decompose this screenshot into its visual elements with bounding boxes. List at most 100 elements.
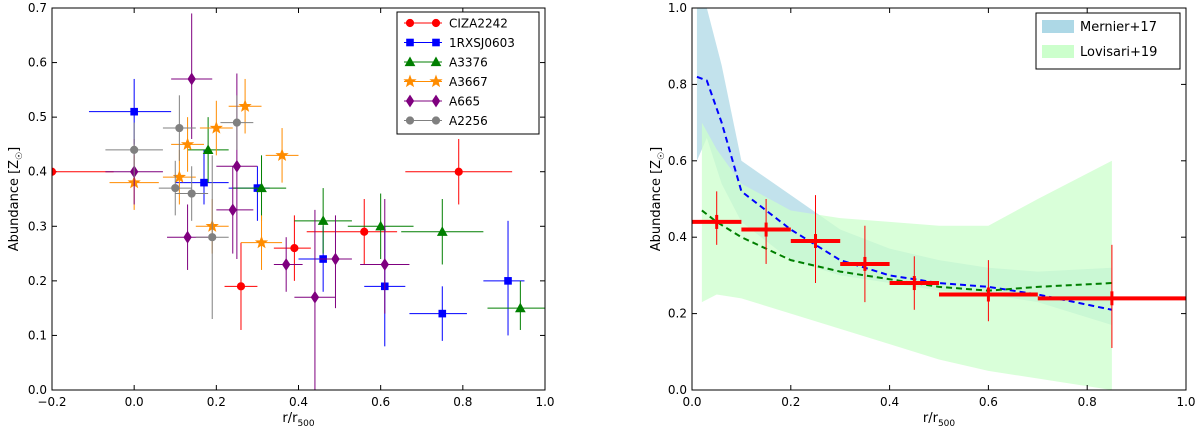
marker-triangle	[375, 220, 387, 231]
series-a665	[105, 13, 410, 390]
left-xtick-label: −0.2	[37, 395, 66, 409]
legend-label: Mernier+17	[1080, 20, 1157, 35]
left-ytick-label: 0.5	[28, 110, 47, 124]
right-ytick-label: 0.8	[668, 77, 687, 91]
left-y-ticks: 0.0 0.1 0.2 0.3 0.4 0.5 0.6 0.7	[28, 1, 545, 397]
left-ytick-label: 0.1	[28, 328, 47, 342]
point-ciza2242	[405, 138, 513, 205]
point-a665	[273, 237, 303, 292]
marker-circle	[175, 123, 184, 133]
right-panel: 0.0 0.2 0.4 0.6 0.8 1.0 0.0 0.2 0.4 0.6 0.8 1.0 r/…	[649, 1, 1196, 429]
marker-circle	[232, 118, 241, 127]
legend-entry-a3667: A3667	[403, 74, 488, 89]
point-a665	[319, 215, 352, 309]
binned-point	[1037, 244, 1186, 348]
legend-marker	[431, 94, 441, 108]
left-legend: CIZA2242 1RXSJ0603 A3376 A3667 A665 A2256	[396, 11, 540, 135]
marker-diamond	[380, 258, 389, 271]
marker-star	[238, 99, 252, 112]
marker-square	[438, 309, 447, 318]
point-a3667	[265, 128, 299, 183]
binned-point	[741, 199, 791, 264]
marker-triangle	[256, 182, 267, 193]
point-ciza2242	[273, 215, 311, 281]
marker-square	[200, 178, 208, 187]
point-a3376	[487, 280, 545, 330]
binned-point	[889, 256, 939, 310]
marker-circle	[187, 189, 196, 198]
point-a665	[216, 166, 254, 254]
marker-diamond	[310, 290, 320, 304]
marker-circle	[360, 227, 369, 236]
binned-point	[939, 260, 1038, 322]
point-a3667	[199, 100, 233, 156]
left-xtick-label: 0.6	[371, 395, 390, 409]
right-xtick-label: 0.8	[1078, 395, 1097, 409]
marker-diamond	[232, 159, 242, 173]
legend-swatch	[1042, 20, 1074, 33]
point-a2256	[220, 95, 254, 150]
legend-label: A3376	[449, 56, 488, 70]
right-xtick-label: 1.0	[1176, 395, 1195, 409]
point-a3376	[401, 199, 484, 265]
point-a2256	[195, 155, 229, 320]
left-xtick-label: 0.8	[453, 395, 472, 409]
point-1rxsj0603	[409, 286, 467, 341]
right-ytick-label: 0.2	[668, 307, 687, 321]
legend-marker	[429, 74, 443, 88]
marker-circle	[208, 233, 217, 242]
right-xtick-label: 0.0	[682, 395, 701, 409]
legend-label: A3667	[449, 75, 488, 89]
binned-point	[790, 195, 841, 284]
marker-circle	[454, 167, 463, 176]
point-a2256	[162, 95, 196, 161]
legend-label: CIZA2242	[449, 17, 508, 31]
legend-entry-ciza2242: CIZA2242	[404, 17, 508, 31]
line-lovisari-mean	[701, 209, 1112, 292]
right-xtick-label: 0.4	[880, 395, 899, 409]
left-xtick-label: 1.0	[535, 395, 554, 409]
left-y-axis-label: Abundance [Z☉]	[7, 147, 25, 252]
series-ciza2242	[52, 138, 513, 330]
left-xtick-label: 0.0	[125, 395, 144, 409]
left-axes-frame	[51, 7, 546, 391]
series-a3376	[187, 117, 545, 330]
legend-marker	[405, 116, 415, 125]
left-ytick-label: 0.3	[28, 219, 47, 233]
left-legend-box	[396, 11, 540, 135]
point-ciza2242	[224, 242, 258, 330]
legend-entry-a3376: A3376	[404, 56, 488, 70]
marker-diamond	[228, 203, 237, 217]
binned-point	[840, 225, 890, 303]
legend-marker	[405, 18, 415, 28]
marker-triangle	[202, 144, 214, 154]
point-a2256	[158, 160, 192, 216]
right-y-ticks: 0.0 0.2 0.4 0.6 0.8 1.0	[668, 1, 1186, 397]
marker-circle	[171, 183, 180, 193]
point-a3667	[240, 215, 283, 270]
left-panel: −0.2 0.0 0.2 0.4 0.6 0.8 1.0 0.00.10.20.30.40.…	[7, 1, 555, 429]
right-ytick-label: 0.0	[668, 383, 687, 397]
legend-swatch	[1042, 45, 1074, 58]
marker-square	[130, 107, 138, 116]
legend-label: 1RXSJ0603	[449, 36, 515, 50]
legend-entry-1rxsj0603: 1RXSJ0603	[404, 36, 515, 50]
legend-entry-a2256: A2256	[404, 114, 488, 128]
marker-star	[275, 148, 289, 161]
marker-diamond	[331, 252, 340, 266]
marker-circle	[290, 244, 299, 253]
right-xtick-label: 0.6	[979, 395, 998, 409]
point-a3667	[228, 78, 262, 134]
right-bands	[696, 8, 1112, 390]
marker-circle	[130, 145, 139, 154]
left-x-ticks: −0.2 0.0 0.2 0.4 0.6 0.8 1.0	[37, 8, 555, 409]
right-x-ticks: 0.0 0.2 0.4 0.6 0.8 1.0	[682, 8, 1196, 409]
left-ytick-label: 0.7	[28, 1, 47, 15]
marker-triangle	[515, 302, 526, 313]
legend-marker	[403, 74, 417, 88]
point-a3376	[294, 188, 352, 254]
left-ytick-label: 0.0	[28, 383, 47, 397]
legend-label: Lovisari+19	[1080, 45, 1157, 60]
legend-marker	[431, 116, 441, 125]
left-xtick-label: 0.4	[289, 395, 308, 409]
